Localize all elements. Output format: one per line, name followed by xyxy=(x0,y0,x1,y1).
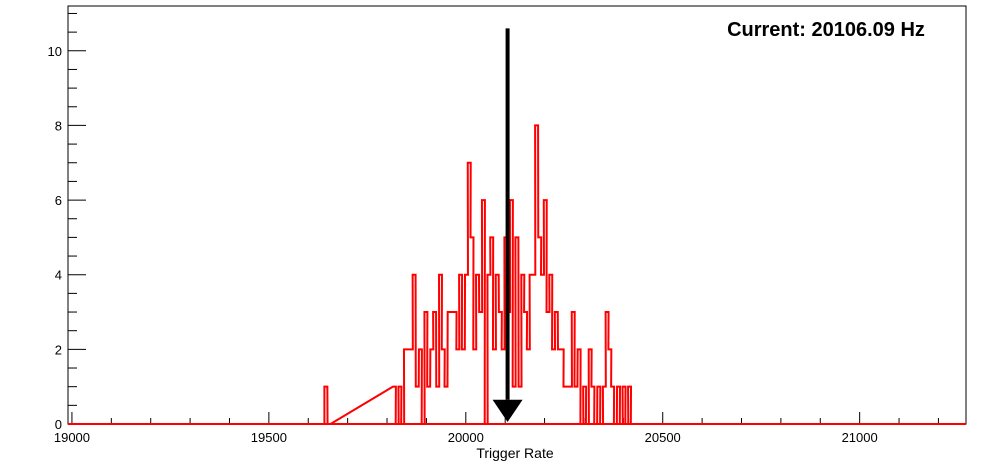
y-tick-label: 0 xyxy=(55,417,62,432)
current-rate-label: Current: 20106.09 Hz xyxy=(727,19,925,41)
y-tick-label: 10 xyxy=(48,44,62,59)
y-tick-label: 8 xyxy=(55,118,62,133)
histogram-series xyxy=(68,124,966,425)
current-marker xyxy=(492,28,523,422)
y-tick-label: 4 xyxy=(55,268,62,283)
axis-ticks xyxy=(68,12,939,425)
x-tick-label: 19500 xyxy=(251,430,287,445)
y-tick-label: 2 xyxy=(55,342,62,357)
x-tick-label: 20500 xyxy=(645,430,681,445)
current-marker-arrowhead xyxy=(492,399,523,422)
plot-border xyxy=(67,5,967,425)
plot-frame xyxy=(67,5,967,425)
x-axis-title: Trigger Rate xyxy=(476,445,554,461)
histogram-step-line xyxy=(323,124,668,425)
axis-labels: 19000 19500 20000 20500 21000 0 2 4 6 8 10 Trigger … xyxy=(48,19,925,461)
y-tick-label: 6 xyxy=(55,193,62,208)
x-tick-label: 20000 xyxy=(448,430,484,445)
x-tick-label: 21000 xyxy=(842,430,878,445)
x-tick-label: 19000 xyxy=(54,430,90,445)
